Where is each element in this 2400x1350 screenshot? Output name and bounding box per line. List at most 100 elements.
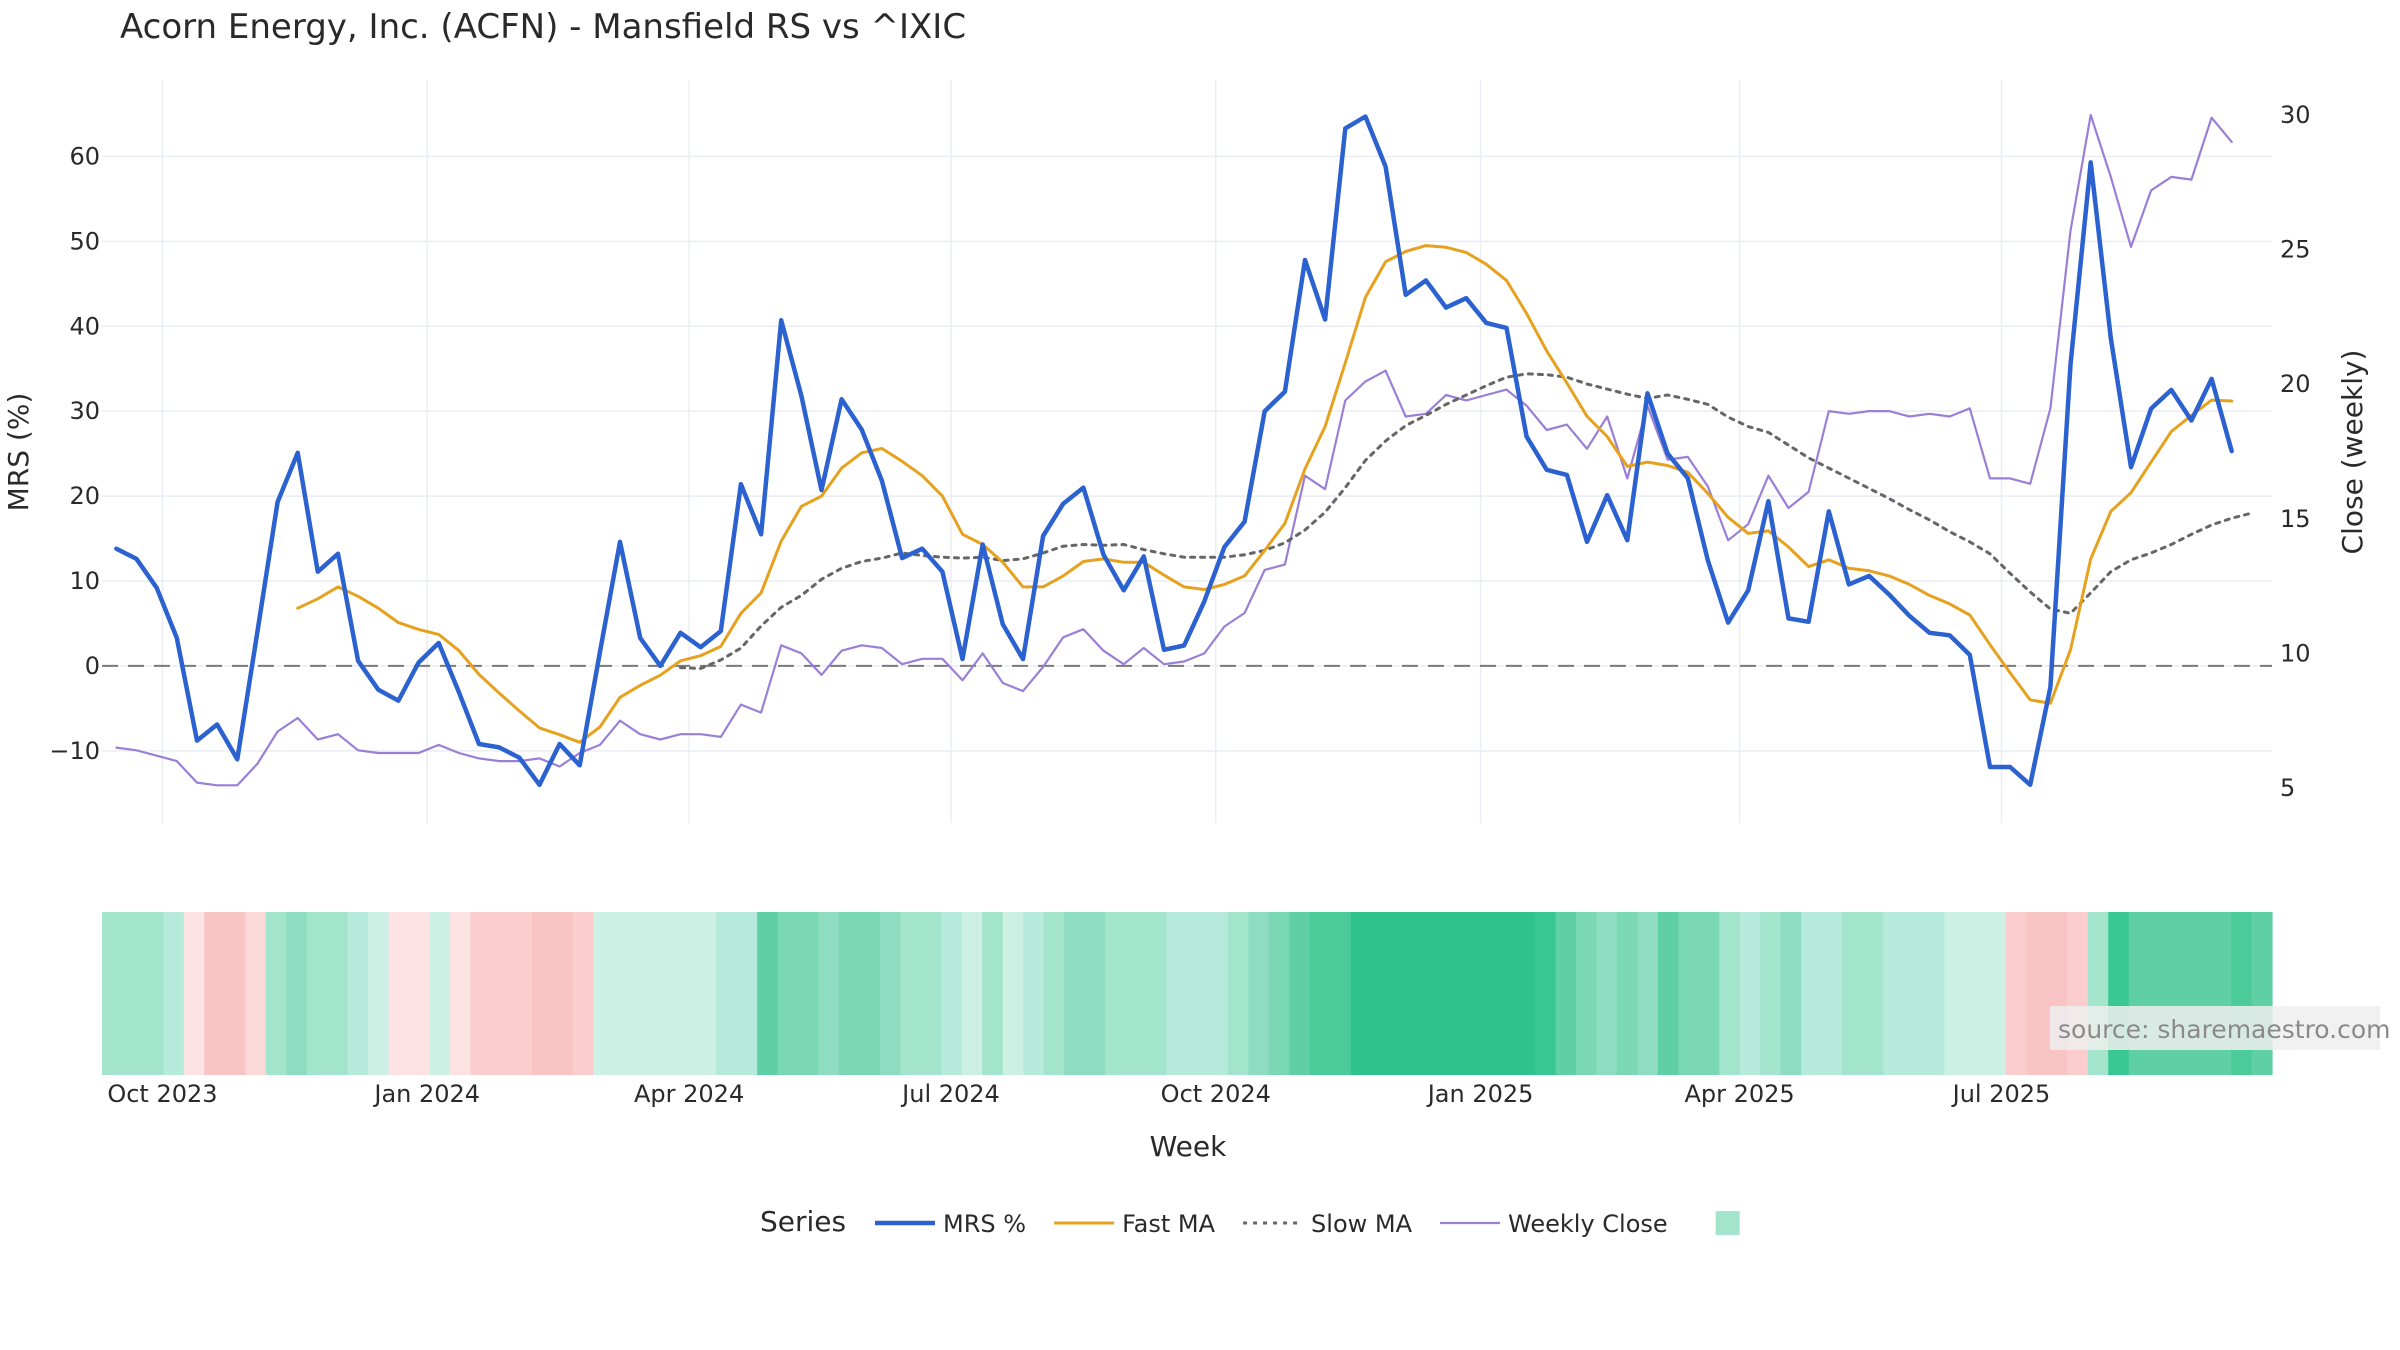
y-right-tick-label: 30 <box>2280 101 2311 129</box>
heatmap-cell <box>1616 912 1638 1075</box>
heatmap-cell <box>798 912 820 1075</box>
legend-swatch-strip <box>1715 1211 1740 1235</box>
heatmap-cell <box>265 912 287 1075</box>
y-left-tick-label: 20 <box>69 482 100 510</box>
legend-label-fast-ma: Fast MA <box>1122 1210 1216 1238</box>
heatmap-cell <box>1227 912 1250 1075</box>
series-line-mrs <box>114 114 2234 788</box>
heatmap-cell <box>1739 912 1761 1075</box>
heatmap-cell <box>224 912 246 1075</box>
y-left-tick-label: 30 <box>69 397 100 425</box>
heatmap-cell <box>1002 912 1024 1075</box>
y-right-tick-label: 10 <box>2280 639 2311 667</box>
heatmap-cell <box>2128 912 2150 1075</box>
heatmap-cell <box>2067 912 2089 1075</box>
y-left-tick-label: −10 <box>49 737 100 765</box>
y-left-tick-label: 10 <box>69 567 100 595</box>
heatmap-cell <box>2169 912 2191 1075</box>
heatmap-cell <box>1842 912 1864 1075</box>
heatmap-cell <box>142 912 165 1075</box>
legend-label-mrs: MRS % <box>943 1210 1026 1238</box>
heatmap-strip <box>102 912 2273 1075</box>
heatmap-cell <box>1432 912 1454 1075</box>
watermark-text: source: sharemaestro.com <box>2058 1015 2391 1044</box>
legend-title: Series <box>760 1205 846 1238</box>
heatmap-cell <box>1535 912 1557 1075</box>
heatmap-cell <box>1023 912 1045 1075</box>
heatmap-cell <box>2026 912 2048 1075</box>
heatmap-cell <box>163 912 185 1075</box>
heatmap-cell <box>1923 912 1946 1075</box>
heatmap-cell <box>716 912 738 1075</box>
heatmap-cell <box>1985 912 2007 1075</box>
heatmap-cell <box>552 912 574 1075</box>
x-tick-label: Jul 2024 <box>900 1080 1000 1108</box>
heatmap-cell <box>1494 912 1516 1075</box>
heatmap-cell <box>1575 912 1598 1075</box>
heatmap-cell <box>245 912 267 1075</box>
legend-label-slow-ma: Slow MA <box>1311 1210 1413 1238</box>
y-left-tick-labels: −10 0 10 20 30 40 50 60 <box>49 142 100 764</box>
heatmap-cell <box>1883 912 1905 1075</box>
x-tick-label: Apr 2024 <box>634 1080 744 1108</box>
x-axis-title: Week <box>1150 1130 1227 1163</box>
heatmap-cell <box>1207 912 1229 1075</box>
heatmap-cell <box>879 912 901 1075</box>
heatmap-cell <box>1678 912 1700 1075</box>
x-tick-label: Oct 2023 <box>107 1080 217 1108</box>
heatmap-cell <box>654 912 676 1075</box>
heatmap-cell <box>920 912 942 1075</box>
heatmap-cell <box>818 912 840 1075</box>
heatmap-cell <box>1289 912 1311 1075</box>
series-line-slow-ma <box>679 372 2254 670</box>
heatmap-cell <box>736 912 758 1075</box>
x-tick-label: Jul 2025 <box>1951 1080 2051 1108</box>
heatmap-cell <box>1453 912 1475 1075</box>
y-right-axis-title: Close (weekly) <box>2336 350 2369 555</box>
x-tick-label: Jan 2024 <box>372 1080 480 1108</box>
heatmap-cell <box>122 912 144 1075</box>
heatmap-cell <box>2087 912 2109 1075</box>
heatmap-cell <box>531 912 553 1075</box>
heatmap-cell <box>1412 912 1434 1075</box>
heatmap-cell <box>675 912 697 1075</box>
heatmap-cell <box>1146 912 1168 1075</box>
heatmap-cell <box>1657 912 1679 1075</box>
heatmap-cell <box>1964 912 1986 1075</box>
heatmap-cell <box>2108 912 2130 1075</box>
heatmap-cell <box>470 912 492 1075</box>
heatmap-cell <box>450 912 472 1075</box>
heatmap-cell <box>1801 912 1823 1075</box>
heatmap-cell <box>695 912 717 1075</box>
y-left-tick-label: 50 <box>69 227 100 255</box>
heatmap-cell <box>1187 912 1209 1075</box>
heatmap-cell <box>1514 912 1536 1075</box>
y-right-tick-label: 25 <box>2280 236 2311 264</box>
heatmap-cell <box>1043 912 1065 1075</box>
x-tick-label: Jan 2025 <box>1426 1080 1534 1108</box>
y-left-tick-label: 0 <box>85 652 100 680</box>
heatmap-cell <box>1821 912 1843 1075</box>
heatmap-cell <box>859 912 881 1075</box>
heatmap-cell <box>1862 912 1884 1075</box>
heatmap-cell <box>613 912 635 1075</box>
heatmap-cell <box>1125 912 1147 1075</box>
legend-label-weekly-close: Weekly Close <box>1508 1210 1668 1238</box>
heatmap-cell <box>2046 912 2068 1075</box>
heatmap-cell <box>2149 912 2171 1075</box>
y-right-tick-label: 5 <box>2280 774 2295 802</box>
y-right-tick-label: 20 <box>2280 370 2311 398</box>
heatmap-cell <box>327 912 349 1075</box>
heatmap-cell <box>2251 912 2273 1075</box>
heatmap-cell <box>777 912 799 1075</box>
heatmap-cell <box>490 912 513 1075</box>
watermark: source: sharemaestro.com <box>2050 1006 2391 1050</box>
heatmap-cell <box>183 912 205 1075</box>
heatmap-cell <box>2190 912 2212 1075</box>
heatmap-cell <box>961 912 983 1075</box>
heatmap-cell <box>1555 912 1577 1075</box>
heatmap-cell <box>347 912 369 1075</box>
series-line-fast-ma <box>296 244 2234 744</box>
heatmap-cell <box>634 912 656 1075</box>
